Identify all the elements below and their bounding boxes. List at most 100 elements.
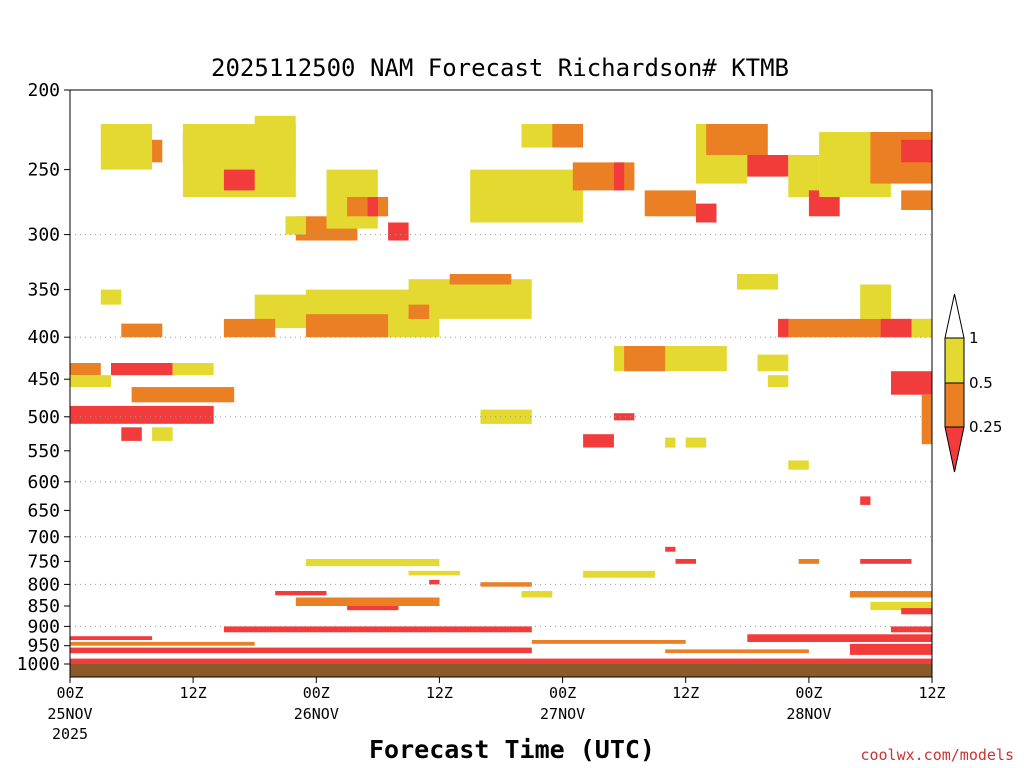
ri-cell-36 bbox=[696, 203, 717, 223]
y-tick-label-1000: 1000 bbox=[17, 654, 60, 675]
terrain bbox=[70, 664, 932, 677]
x-tick-label-7: 12Z bbox=[918, 684, 945, 702]
ri-cell-79 bbox=[870, 601, 932, 611]
ri-cell-64 bbox=[860, 496, 871, 505]
ri-cell-8 bbox=[121, 323, 163, 338]
ri-cell-87 bbox=[665, 649, 809, 654]
ri-cell-72 bbox=[583, 570, 655, 578]
terrain-band bbox=[70, 664, 932, 677]
ri-cell-82 bbox=[70, 641, 255, 646]
ri-cell-80 bbox=[901, 608, 932, 615]
ri-cell-27 bbox=[449, 274, 512, 285]
ri-cell-85 bbox=[223, 626, 532, 633]
ri-cell-84 bbox=[70, 658, 932, 664]
ri-cell-74 bbox=[295, 597, 440, 606]
ri-cell-90 bbox=[891, 626, 932, 633]
ri-cell-9 bbox=[100, 289, 122, 305]
x-axis-title: Forecast Time (UTC) bbox=[369, 735, 655, 764]
ri-cell-34 bbox=[613, 162, 625, 191]
y-tick-label-200: 200 bbox=[27, 80, 60, 101]
heatmap-cells bbox=[70, 115, 932, 664]
y-tick-label-300: 300 bbox=[27, 225, 60, 246]
ri-cell-39 bbox=[747, 155, 789, 177]
ri-cell-15 bbox=[254, 115, 296, 170]
x-year-label-0: 2025 bbox=[52, 725, 88, 743]
ri-cell-58 bbox=[480, 409, 532, 424]
legend-top-triangle bbox=[944, 293, 965, 339]
ri-cell-24 bbox=[367, 197, 378, 217]
x-tick-label-1: 12Z bbox=[180, 684, 207, 702]
ri-cell-89 bbox=[849, 643, 932, 655]
ri-cell-6 bbox=[121, 427, 142, 441]
legend-swatch-mid bbox=[944, 382, 965, 428]
ri-cell-25 bbox=[388, 222, 409, 241]
legend-swatch-high bbox=[944, 337, 965, 384]
ri-cell-3 bbox=[172, 363, 214, 376]
ri-cell-59 bbox=[583, 434, 614, 448]
ri-cell-2 bbox=[111, 363, 173, 376]
ri-cell-66 bbox=[675, 559, 696, 564]
y-tick-label-900: 900 bbox=[27, 616, 60, 637]
legend-label-1: 0.5 bbox=[969, 374, 993, 392]
ri-cell-67 bbox=[798, 559, 820, 564]
ri-cell-68 bbox=[860, 559, 912, 564]
ri-cell-40 bbox=[788, 155, 820, 197]
x-date-label-4: 27NOV bbox=[540, 705, 585, 723]
y-tick-label-600: 600 bbox=[27, 472, 60, 493]
ri-cell-78 bbox=[849, 591, 932, 598]
x-tick-label-5: 12Z bbox=[672, 684, 699, 702]
x-tick-label-3: 12Z bbox=[426, 684, 453, 702]
ri-cell-28 bbox=[408, 304, 430, 319]
ri-cell-54 bbox=[757, 354, 789, 372]
ri-cell-81 bbox=[70, 636, 153, 640]
y-tick-label-500: 500 bbox=[27, 407, 60, 428]
ri-cell-75 bbox=[347, 606, 399, 611]
ri-cell-44 bbox=[901, 139, 932, 163]
y-tick-label-850: 850 bbox=[27, 596, 60, 617]
ri-cell-65 bbox=[665, 546, 676, 552]
ri-cell-7 bbox=[152, 427, 173, 441]
legend-bottom-triangle bbox=[944, 426, 965, 473]
y-axis: 200 250 300 350 400 450 500 550 600 650 700 7508008… bbox=[17, 80, 70, 675]
y-tick-label-950: 950 bbox=[27, 636, 60, 657]
ri-cell-88 bbox=[747, 634, 932, 642]
y-tick-label-550: 550 bbox=[27, 441, 60, 462]
ri-cell-33 bbox=[572, 162, 635, 191]
ri-cell-46 bbox=[737, 274, 778, 290]
x-tick-label-2: 00Z bbox=[303, 684, 330, 702]
ri-cell-48 bbox=[778, 318, 789, 338]
credit-link[interactable]: coolwx.com/models bbox=[860, 746, 1014, 764]
ri-cell-14 bbox=[223, 169, 255, 191]
ri-cell-71 bbox=[429, 579, 440, 585]
x-date-label-6: 28NOV bbox=[786, 705, 831, 723]
ri-cell-5 bbox=[70, 405, 214, 424]
ri-cell-55 bbox=[767, 375, 789, 387]
ri-cell-1 bbox=[70, 375, 111, 387]
ri-cell-69 bbox=[306, 559, 440, 567]
ri-cell-45 bbox=[901, 190, 932, 210]
ri-cell-38 bbox=[706, 124, 768, 155]
ri-cell-19 bbox=[285, 216, 306, 235]
ri-cell-86 bbox=[531, 640, 686, 644]
legend: 1 0.5 0.25 bbox=[944, 293, 1002, 473]
ri-cell-32 bbox=[552, 124, 584, 148]
legend-label-2: 0.25 bbox=[969, 418, 1002, 436]
y-tick-label-450: 450 bbox=[27, 369, 60, 390]
ri-cell-62 bbox=[685, 437, 707, 448]
x-date-label-0: 25NOV bbox=[47, 705, 92, 723]
ri-cell-0 bbox=[70, 363, 101, 376]
y-tick-label-650: 650 bbox=[27, 500, 60, 521]
ri-cell-63 bbox=[788, 460, 809, 470]
ri-cell-83 bbox=[70, 647, 532, 654]
x-tick-label-6: 00Z bbox=[795, 684, 822, 702]
ri-cell-56 bbox=[891, 371, 932, 395]
ri-cell-76 bbox=[480, 582, 532, 587]
ri-cell-57 bbox=[921, 394, 932, 445]
ri-cell-11 bbox=[100, 124, 153, 170]
legend-label-0: 1 bbox=[969, 329, 979, 347]
y-tick-label-250: 250 bbox=[27, 160, 60, 181]
ri-cell-70 bbox=[408, 570, 460, 576]
ri-cell-53 bbox=[624, 346, 666, 372]
x-tick-label-4: 00Z bbox=[549, 684, 576, 702]
